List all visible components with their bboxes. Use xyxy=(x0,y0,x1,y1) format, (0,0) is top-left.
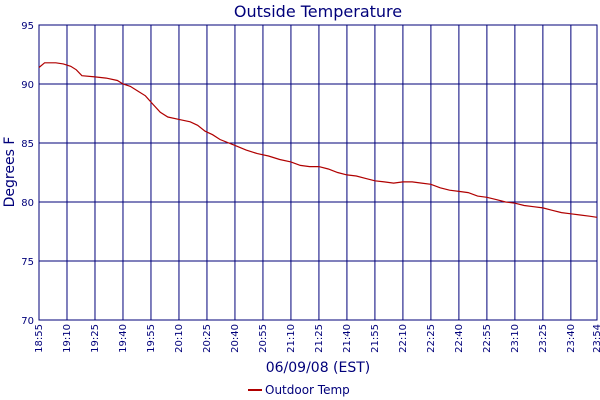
x-tick-label: 20:10 xyxy=(174,324,185,353)
y-axis-label: Degrees F xyxy=(2,137,18,208)
x-tick-label: 22:40 xyxy=(454,324,465,353)
outdoor-temp-line xyxy=(38,62,598,218)
x-tick-label: 20:25 xyxy=(202,324,213,353)
x-tick-label: 19:25 xyxy=(90,324,101,353)
y-tick-label: 95 xyxy=(21,21,34,32)
x-tick-label: 19:40 xyxy=(118,324,129,353)
x-tick-label: 21:40 xyxy=(342,324,353,353)
x-tick-label: 23:54 xyxy=(592,324,600,353)
x-tick-label: 21:10 xyxy=(286,324,297,353)
x-tick-label: 20:40 xyxy=(230,324,241,353)
legend: Outdoor Temp xyxy=(248,383,350,397)
y-tick-label: 85 xyxy=(21,139,34,150)
x-tick-label: 19:10 xyxy=(62,324,73,353)
chart-title: Outside Temperature xyxy=(234,2,402,21)
grid xyxy=(38,24,598,321)
x-tick-label: 20:55 xyxy=(258,324,269,353)
y-tick-label: 75 xyxy=(21,257,34,268)
y-tick-label: 80 xyxy=(21,198,34,209)
x-tick-label: 22:25 xyxy=(426,324,437,353)
x-axis-ticks: 18:55 19:10 19:25 19:40 19:55 20:10 20:25 20:40… xyxy=(34,324,600,353)
x-tick-label: 23:40 xyxy=(566,324,577,353)
x-tick-label: 22:55 xyxy=(482,324,493,353)
y-axis-ticks: 70 75 80 85 90 95 xyxy=(21,21,34,327)
x-tick-label: 23:25 xyxy=(538,324,549,353)
y-tick-label: 90 xyxy=(21,80,34,91)
x-tick-label: 21:55 xyxy=(370,324,381,353)
x-axis-label: 06/09/08 (EST) xyxy=(266,360,371,376)
x-tick-label: 19:55 xyxy=(146,324,157,353)
x-tick-label: 21:25 xyxy=(314,324,325,353)
x-tick-label: 22:10 xyxy=(398,324,409,353)
y-tick-label: 70 xyxy=(21,316,34,327)
plot-area xyxy=(38,24,598,321)
legend-label: Outdoor Temp xyxy=(265,383,350,397)
x-tick-label: 23:10 xyxy=(510,324,521,353)
x-tick-label: 18:55 xyxy=(34,324,45,353)
